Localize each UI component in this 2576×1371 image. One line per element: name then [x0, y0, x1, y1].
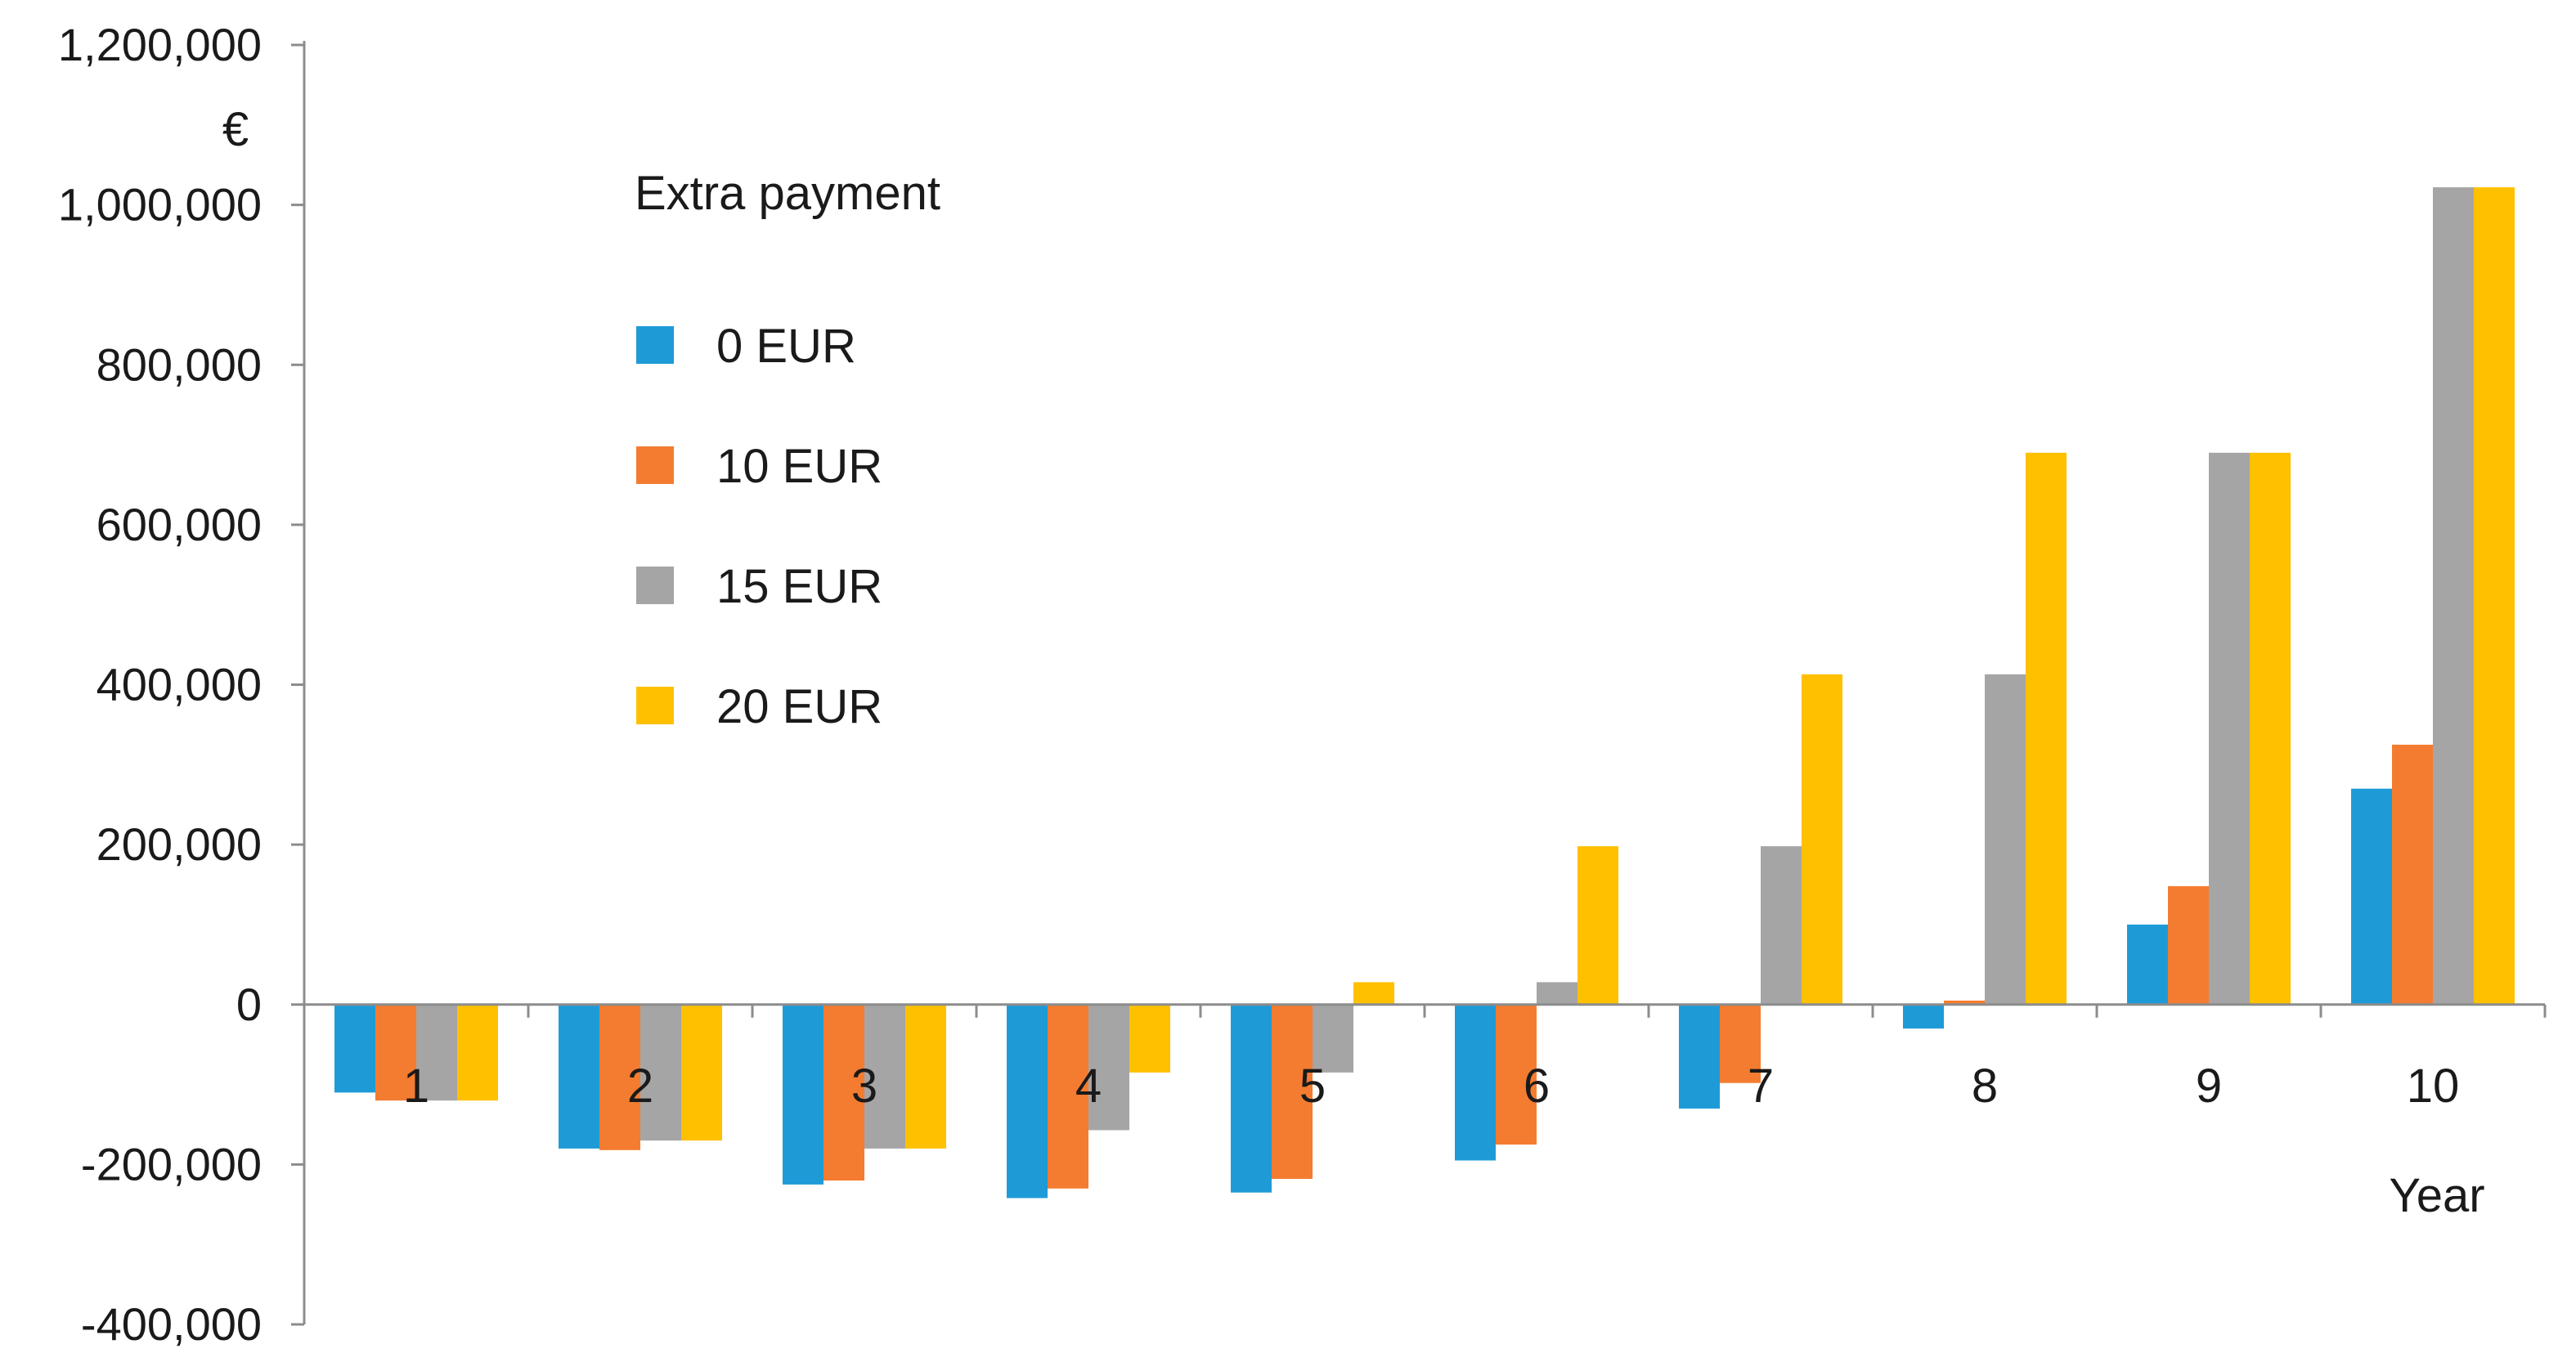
bar-0-eur-year-5	[1231, 1004, 1272, 1193]
bar-15-eur-year-6	[1537, 982, 1577, 1005]
bar-10-eur-year-3	[824, 1004, 864, 1181]
bar-15-eur-year-2	[640, 1004, 681, 1141]
bar-0-eur-year-3	[783, 1004, 824, 1185]
x-tick-label-year-9: 9	[2196, 1060, 2222, 1113]
legend-label-20-eur: 20 EUR	[716, 680, 882, 733]
x-tick-label-year-8: 8	[1972, 1060, 1998, 1113]
legend-label-0-eur: 0 EUR	[716, 320, 856, 373]
bar-20-eur-year-8	[2026, 452, 2067, 1005]
bar-0-eur-year-10	[2351, 788, 2392, 1005]
legend-label-15-eur: 15 EUR	[716, 560, 882, 613]
bar-20-eur-year-1	[457, 1004, 498, 1101]
bar-20-eur-year-10	[2474, 187, 2515, 1005]
bar-15-eur-year-9	[2209, 452, 2250, 1005]
bar-0-eur-year-9	[2127, 924, 2168, 1005]
bar-20-eur-year-3	[905, 1004, 946, 1149]
bar-20-eur-year-4	[1129, 1004, 1170, 1073]
legend-swatch-20-eur	[636, 687, 674, 724]
x-axis-label: Year	[2389, 1169, 2484, 1222]
x-tick-label-year-7: 7	[1748, 1060, 1774, 1113]
bar-10-eur-year-5	[1272, 1004, 1313, 1179]
bar-0-eur-year-1	[334, 1004, 375, 1093]
x-tick-label-year-6: 6	[1524, 1060, 1550, 1113]
y-tick-label: 1,200,000	[58, 19, 262, 70]
bar-20-eur-year-2	[681, 1004, 722, 1141]
bar-10-eur-year-10	[2392, 744, 2433, 1005]
y-tick-label: -400,000	[81, 1298, 262, 1350]
bar-15-eur-year-3	[864, 1004, 905, 1149]
bar-15-eur-year-4	[1088, 1004, 1129, 1131]
bar-0-eur-year-8	[1903, 1004, 1944, 1029]
legend: Extra payment 0 EUR 10 EUR 15 EUR 20 EUR	[635, 167, 940, 733]
y-tick-label: 600,000	[96, 499, 262, 550]
y-tick-label: 800,000	[96, 338, 262, 390]
x-tick-label-year-3: 3	[851, 1060, 877, 1113]
bar-15-eur-year-5	[1313, 1004, 1353, 1073]
legend-swatch-0-eur	[636, 326, 674, 364]
bar-15-eur-year-7	[1761, 846, 1802, 1005]
y-tick-label: 400,000	[96, 659, 262, 710]
x-tick-label-year-5: 5	[1299, 1060, 1326, 1113]
bars-group	[334, 187, 2515, 1199]
bar-15-eur-year-10	[2433, 187, 2474, 1005]
bar-15-eur-year-8	[1985, 674, 2026, 1005]
y-tick-label: 1,000,000	[58, 179, 262, 231]
bar-20-eur-year-6	[1577, 846, 1618, 1005]
bar-0-eur-year-7	[1679, 1004, 1720, 1109]
legend-swatch-10-eur	[636, 446, 674, 484]
bar-10-eur-year-9	[2168, 886, 2209, 1005]
bar-20-eur-year-7	[1802, 674, 1842, 1005]
bar-10-eur-year-1	[375, 1004, 416, 1101]
bar-10-eur-year-4	[1048, 1004, 1088, 1189]
x-tick-label-year-4: 4	[1075, 1060, 1102, 1113]
x-tick-label-year-2: 2	[627, 1060, 653, 1113]
legend-label-10-eur: 10 EUR	[716, 440, 882, 493]
legend-swatch-15-eur	[636, 567, 674, 604]
bar-10-eur-year-6	[1496, 1004, 1537, 1145]
bar-10-eur-year-7	[1720, 1004, 1761, 1083]
legend-title: Extra payment	[635, 167, 940, 220]
x-tick-label-year-1: 1	[403, 1060, 429, 1113]
labels-group: -400,000-200,0000200,000400,000600,00080…	[58, 19, 2485, 1350]
bar-0-eur-year-2	[559, 1004, 599, 1149]
bar-15-eur-year-1	[416, 1004, 457, 1101]
bar-0-eur-year-4	[1007, 1004, 1048, 1199]
y-tick-label: -200,000	[81, 1138, 262, 1190]
bar-0-eur-year-6	[1455, 1004, 1496, 1161]
y-tick-label: 0	[236, 979, 262, 1030]
bar-20-eur-year-9	[2250, 452, 2291, 1005]
x-tick-label-year-10: 10	[2407, 1060, 2460, 1113]
y-axis-label: €	[222, 103, 249, 156]
y-tick-label: 200,000	[96, 818, 262, 870]
bar-10-eur-year-2	[599, 1004, 640, 1150]
bar-20-eur-year-5	[1353, 982, 1394, 1005]
bar-10-eur-year-8	[1944, 1000, 1985, 1005]
axes-group	[291, 41, 2547, 1326]
